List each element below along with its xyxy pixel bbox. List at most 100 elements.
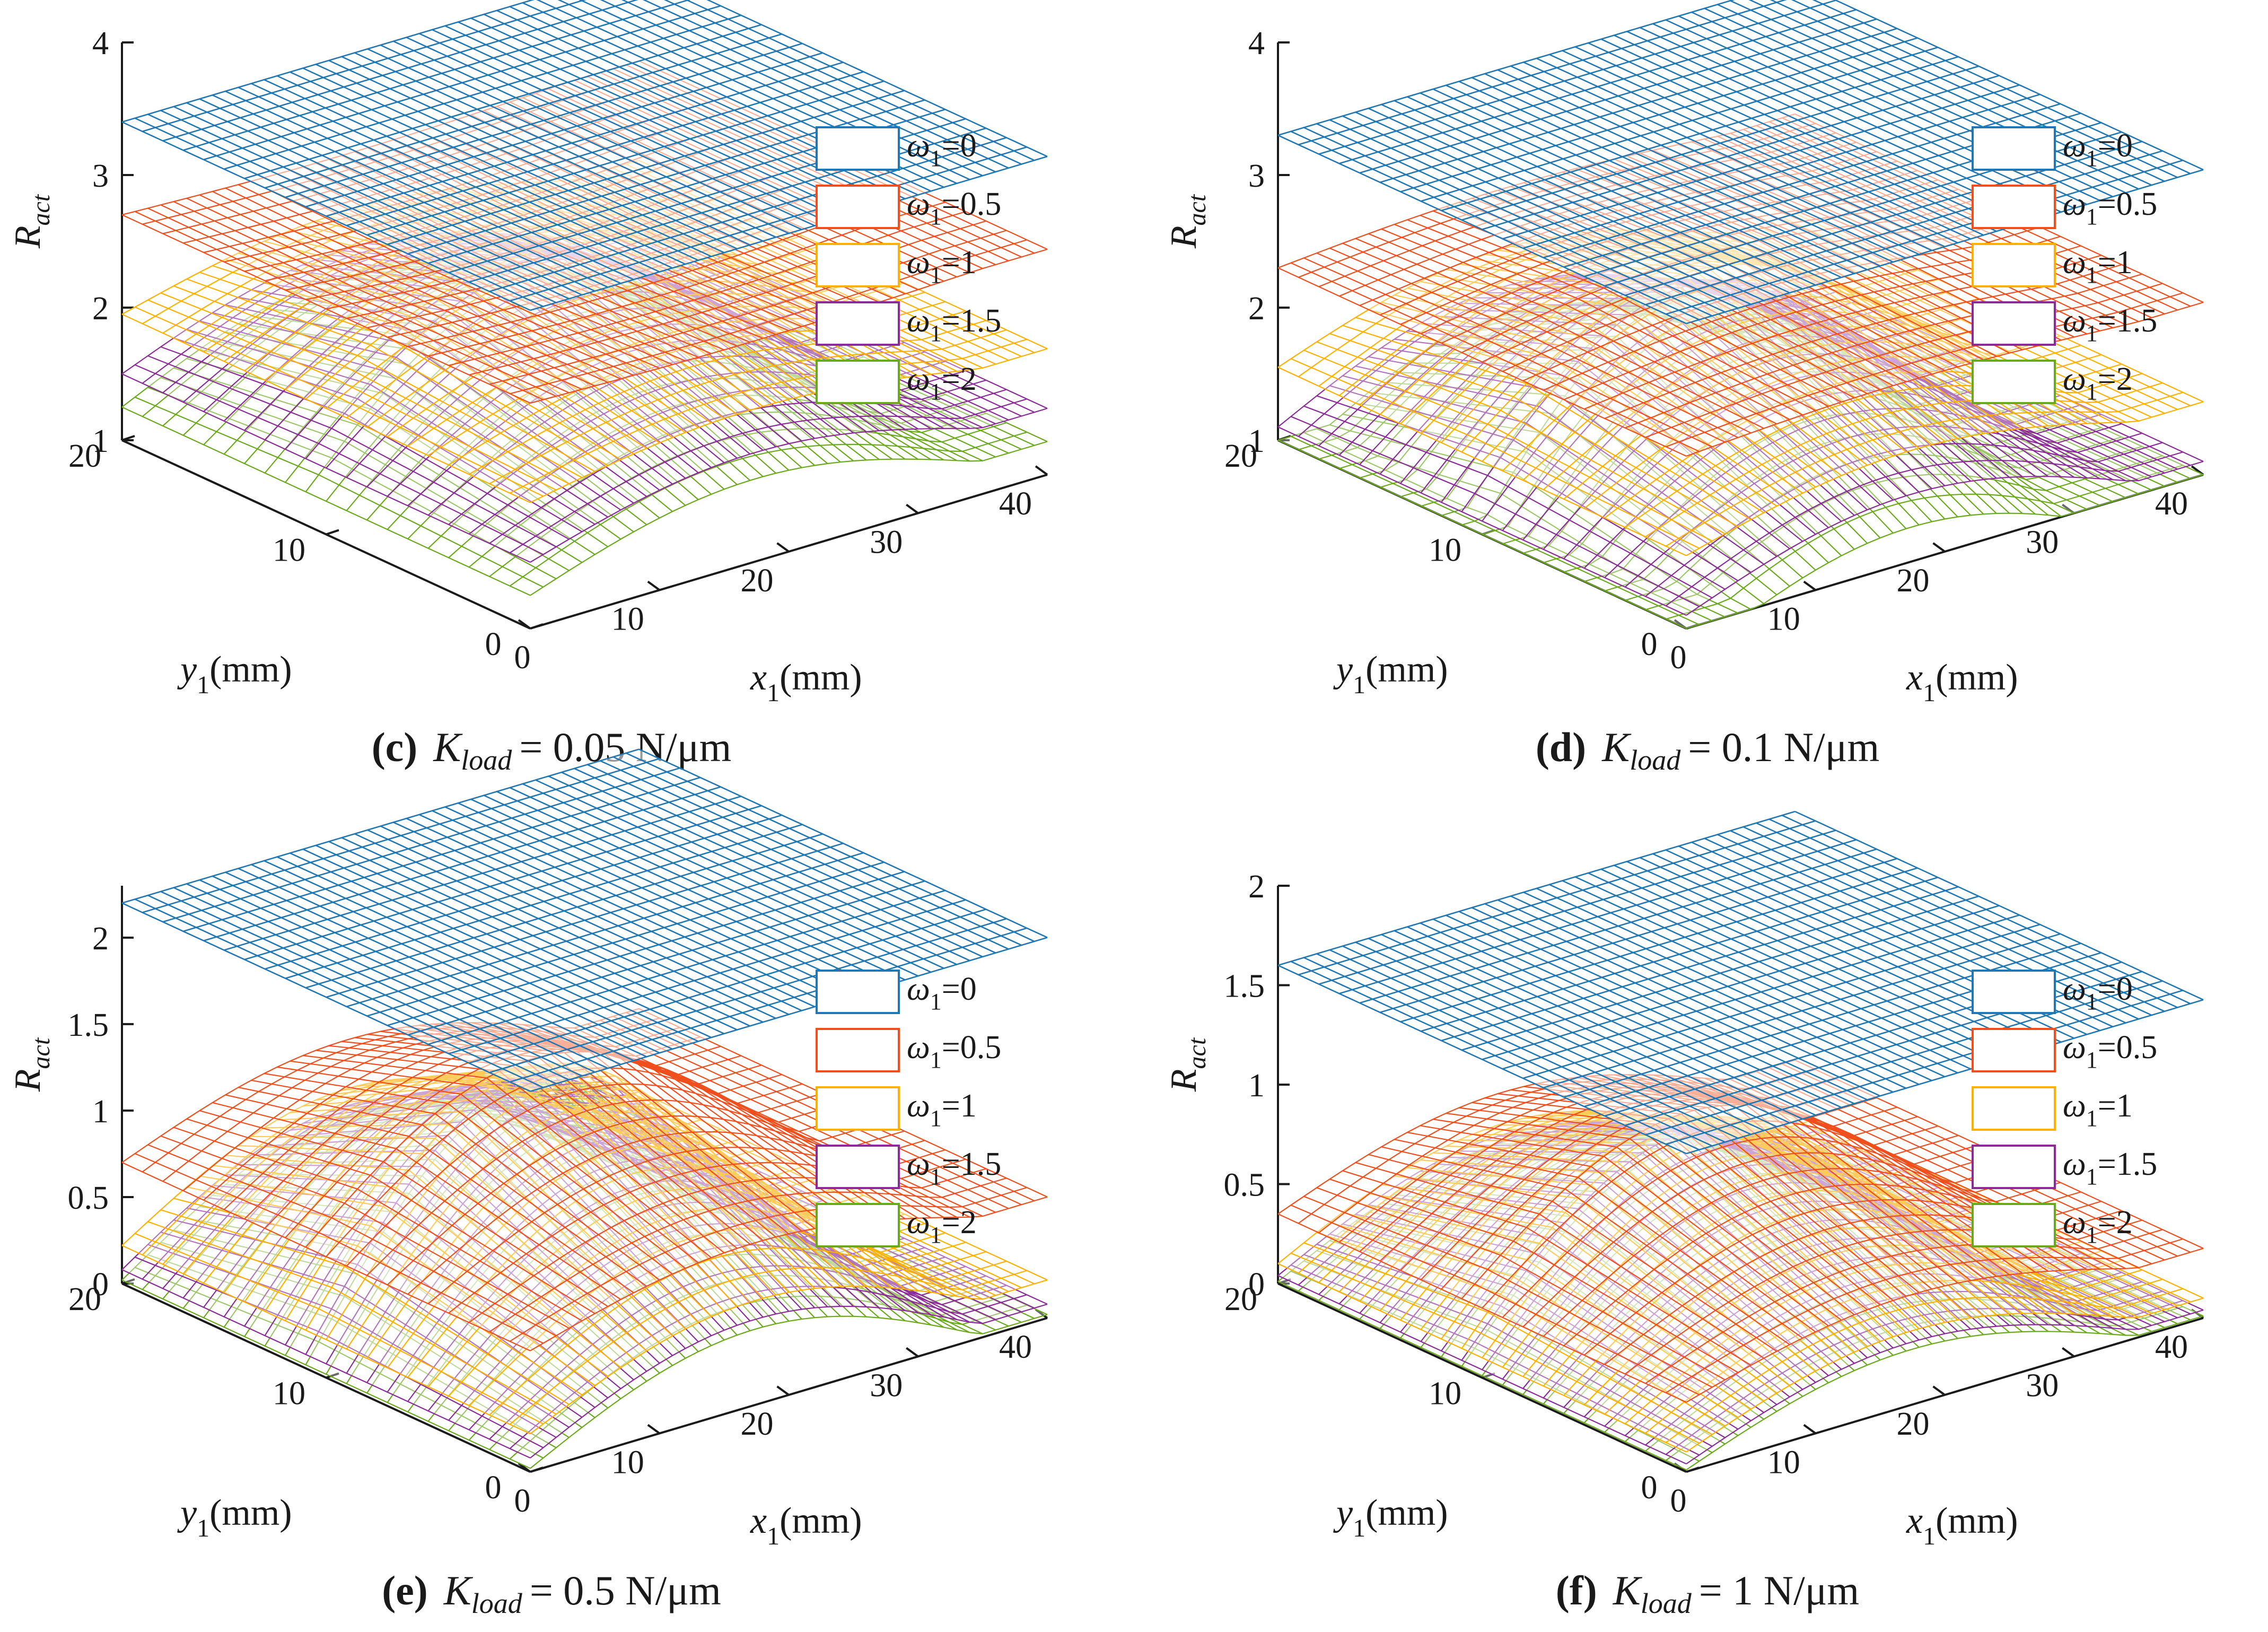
caption-letter: (f) bbox=[1556, 1567, 1597, 1613]
surface-mesh-line bbox=[706, 0, 1048, 158]
x-tick bbox=[518, 1462, 531, 1473]
x-tick-label: 10 bbox=[1767, 1445, 1800, 1481]
surface-mesh-line bbox=[1303, 127, 1713, 317]
legend-subscript: 1 bbox=[930, 1047, 942, 1073]
legend-symbol: ω bbox=[2063, 971, 2086, 1007]
surface-mesh-line bbox=[1394, 223, 1803, 416]
surface-mesh-line bbox=[1368, 233, 1777, 425]
surface-mesh-line bbox=[1756, 822, 2165, 1012]
surface-mesh-line bbox=[290, 1060, 699, 1263]
surface-mesh-line bbox=[1484, 73, 1894, 263]
surface-mesh-line bbox=[1472, 306, 1881, 538]
surface-mesh-line bbox=[277, 1111, 686, 1330]
surface-mesh-line bbox=[199, 1110, 608, 1307]
legend-value: =1 bbox=[942, 1088, 977, 1124]
legend-subscript: 1 bbox=[2086, 145, 2098, 171]
surface-mesh-line bbox=[1290, 1264, 1700, 1456]
surface-mesh-line bbox=[1459, 302, 1868, 511]
surface-mesh-line bbox=[367, 829, 776, 1019]
surface-mesh-line bbox=[1394, 1186, 1803, 1390]
legend-label: ω1=0 bbox=[907, 971, 977, 1015]
y-label-symbol: y bbox=[1333, 1493, 1353, 1533]
z-tick-label: 0.5 bbox=[1224, 1167, 1265, 1203]
legend-subscript: 1 bbox=[2086, 262, 2098, 288]
surface-mesh-line bbox=[393, 40, 802, 230]
surface-mesh-line bbox=[444, 25, 854, 215]
z-tick-label: 1 bbox=[92, 1094, 109, 1130]
surface-mesh-line bbox=[1316, 123, 1726, 313]
surface-mesh-line bbox=[1407, 96, 1816, 286]
surface-mesh-line bbox=[238, 323, 647, 526]
legend-subscript: 1 bbox=[2086, 1164, 2098, 1190]
surface-mesh-line bbox=[1355, 238, 1764, 429]
legend-label: ω1=2 bbox=[907, 361, 977, 405]
surface-mesh-line bbox=[199, 98, 608, 288]
surface-mesh-line bbox=[432, 810, 841, 1000]
legend-value: =2 bbox=[2098, 361, 2133, 397]
legend-subscript: 1 bbox=[2086, 1047, 2098, 1073]
surface-mesh-line bbox=[1368, 309, 1777, 507]
surface-mesh-line bbox=[1329, 247, 1738, 438]
legend-symbol: ω bbox=[907, 303, 930, 339]
x-label-symbol: x bbox=[1906, 1500, 1923, 1541]
legend-value: =1 bbox=[942, 245, 977, 281]
x-tick-label: 10 bbox=[1767, 601, 1800, 638]
surface-mesh-line bbox=[186, 102, 596, 292]
surface-mesh-line bbox=[121, 121, 531, 311]
surface-mesh-line bbox=[121, 214, 531, 404]
surface-mesh-line bbox=[121, 902, 531, 1092]
legend-label: ω1=1.5 bbox=[2063, 1146, 2157, 1190]
surface-fill bbox=[122, 1106, 1047, 1469]
surface-mesh-line bbox=[186, 1118, 596, 1314]
surface-mesh-line bbox=[1368, 1154, 1777, 1352]
surface-mesh-line bbox=[1433, 335, 1842, 556]
surface-mesh-line bbox=[1472, 1133, 1881, 1342]
legend-swatch bbox=[1972, 126, 2056, 171]
surface-mesh-line bbox=[238, 1164, 647, 1372]
surface-mesh-line bbox=[1652, 23, 2062, 213]
surface-mesh-line bbox=[1381, 1195, 1790, 1398]
surface-mesh-line bbox=[1782, 815, 2191, 1005]
surface-mesh-line bbox=[1316, 341, 1726, 535]
surface-omega-0 bbox=[1277, 0, 2204, 325]
surface-mesh-line bbox=[1329, 333, 1739, 527]
legend-label: ω1=1.5 bbox=[907, 303, 1001, 346]
legend-label: ω1=2 bbox=[2063, 1205, 2133, 1248]
y-label-unit: (mm) bbox=[209, 649, 292, 690]
surface-mesh-line bbox=[587, 1130, 996, 1320]
surface-mesh-line bbox=[1381, 1146, 1790, 1346]
caption-symbol: K bbox=[1601, 724, 1632, 770]
z-label-symbol: R bbox=[1163, 225, 1204, 249]
x-tick bbox=[518, 619, 531, 630]
surface-mesh-line bbox=[1686, 1297, 2204, 1453]
x-tick-label: 0 bbox=[514, 1483, 531, 1519]
surface-mesh-line bbox=[1277, 267, 1687, 457]
legend-label: ω1=0 bbox=[907, 128, 977, 171]
surface-mesh-line bbox=[1290, 262, 1700, 452]
surface-mesh-line bbox=[1290, 1252, 1700, 1444]
y-label-symbol: y bbox=[177, 649, 197, 690]
legend-label: ω1=0.5 bbox=[2063, 1029, 2157, 1073]
surface-fill bbox=[122, 1078, 1047, 1434]
legend-symbol: ω bbox=[907, 361, 930, 397]
x-label-subscript: 1 bbox=[767, 679, 780, 707]
surface-mesh-line bbox=[1355, 1162, 1764, 1359]
y-axis-label: y1(mm) bbox=[1333, 649, 1448, 699]
surface-mesh-line bbox=[238, 86, 647, 276]
legend-value: =1 bbox=[2098, 245, 2133, 281]
legend-value: =1.5 bbox=[2098, 303, 2157, 339]
x-tick-label: 0 bbox=[514, 640, 531, 676]
surface-mesh-line bbox=[1686, 1309, 2204, 1464]
legend-swatch bbox=[1972, 185, 2056, 229]
surface-mesh-line bbox=[1420, 1159, 1829, 1365]
surface-mesh-line bbox=[121, 373, 531, 563]
surface-mesh-line bbox=[134, 1153, 544, 1344]
surface-mesh-line bbox=[277, 1066, 686, 1269]
surface-mesh-line bbox=[600, 1019, 1009, 1209]
surface-mesh-line bbox=[1355, 1220, 1764, 1420]
legend-label: ω1=1.5 bbox=[2063, 303, 2157, 346]
x-tick bbox=[906, 503, 919, 514]
surface-mesh-line bbox=[574, 1027, 983, 1217]
surface-mesh-line bbox=[251, 83, 660, 273]
x-tick-label: 20 bbox=[741, 563, 774, 599]
